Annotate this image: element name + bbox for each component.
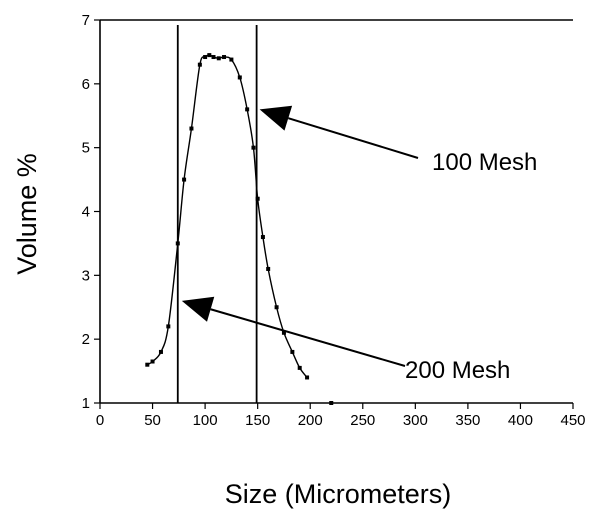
x-tick-label: 50 — [144, 412, 161, 429]
data-point — [207, 53, 212, 58]
ticks: 0 50 100 150 200 250 300 350 400 450 1 2 3 4 5 6 7 — [82, 12, 586, 429]
y-tick-label: 1 — [82, 395, 90, 412]
y-tick-label: 6 — [82, 76, 90, 93]
data-point — [182, 177, 187, 182]
annotation-arrow-head — [259, 105, 293, 131]
data-point — [158, 349, 163, 354]
annotation-arrow-shaft — [210, 308, 406, 367]
data-point — [245, 107, 250, 112]
data-point — [229, 57, 234, 62]
annotation-arrow-head — [181, 296, 215, 322]
data-point — [166, 324, 171, 329]
y-tick-label: 5 — [82, 140, 90, 157]
data-point — [305, 375, 310, 380]
data-point — [260, 235, 265, 240]
data-point — [251, 145, 256, 150]
x-tick-label: 300 — [403, 412, 428, 429]
data-point — [266, 266, 271, 271]
data-point — [150, 359, 155, 364]
x-axis-title: Size (Micrometers) — [225, 479, 452, 509]
mesh-lines — [176, 25, 258, 403]
data-point — [281, 330, 286, 335]
data-point — [216, 56, 221, 61]
x-tick-label: 0 — [96, 412, 104, 429]
data-point — [189, 126, 194, 131]
x-tick-label: 200 — [298, 412, 323, 429]
x-tick-label: 150 — [245, 412, 270, 429]
annotation-label: 200 Mesh — [405, 357, 510, 384]
data-point — [145, 362, 150, 367]
data-point — [329, 401, 334, 405]
data-point — [203, 55, 208, 60]
data-point — [175, 241, 180, 246]
data-point — [197, 62, 202, 67]
x-tick-label: 250 — [350, 412, 375, 429]
data-point — [255, 196, 260, 201]
x-tick-label: 400 — [508, 412, 533, 429]
y-tick-label: 3 — [82, 267, 90, 284]
series-line — [146, 54, 308, 378]
y-axis-title: Volume % — [12, 153, 42, 275]
annotation-label: 100 Mesh — [432, 149, 537, 176]
data-point — [222, 55, 227, 60]
annotations: 100 Mesh 200 Mesh — [181, 105, 537, 384]
data-point — [274, 305, 279, 310]
x-tick-label: 450 — [560, 412, 585, 429]
x-tick-label: 100 — [193, 412, 218, 429]
data-point — [237, 75, 242, 80]
y-tick-label: 4 — [82, 204, 90, 221]
x-tick-label: 350 — [455, 412, 480, 429]
data-point — [297, 365, 302, 370]
data-point — [290, 349, 295, 354]
y-tick-label: 2 — [82, 331, 90, 348]
y-tick-label: 7 — [82, 12, 90, 29]
data-point — [211, 55, 216, 60]
annotation-arrow-shaft — [288, 117, 419, 159]
series — [145, 53, 334, 405]
